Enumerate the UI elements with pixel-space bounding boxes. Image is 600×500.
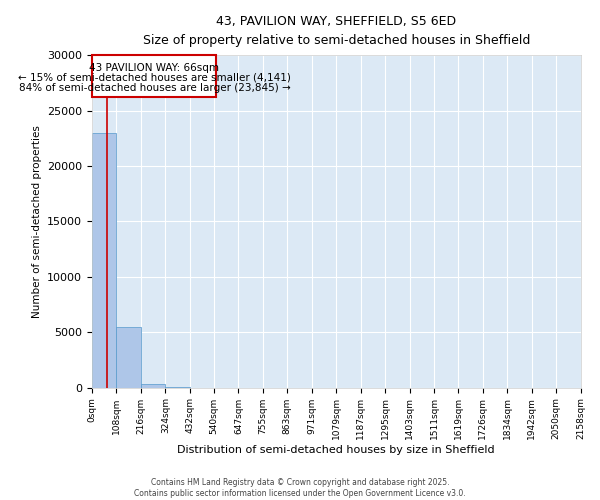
Text: 43 PAVILION WAY: 66sqm: 43 PAVILION WAY: 66sqm [89, 63, 220, 73]
Title: 43, PAVILION WAY, SHEFFIELD, S5 6ED
Size of property relative to semi-detached h: 43, PAVILION WAY, SHEFFIELD, S5 6ED Size… [143, 15, 530, 47]
X-axis label: Distribution of semi-detached houses by size in Sheffield: Distribution of semi-detached houses by … [178, 445, 495, 455]
Bar [116, 326, 141, 388]
Text: 84% of semi-detached houses are larger (23,845) →: 84% of semi-detached houses are larger (… [19, 83, 290, 93]
Y-axis label: Number of semi-detached properties: Number of semi-detached properties [32, 125, 41, 318]
Bar [92, 132, 116, 388]
Bar [141, 384, 166, 388]
Text: Contains HM Land Registry data © Crown copyright and database right 2025.
Contai: Contains HM Land Registry data © Crown c… [134, 478, 466, 498]
Bar [92, 55, 217, 97]
Text: ← 15% of semi-detached houses are smaller (4,141): ← 15% of semi-detached houses are smalle… [18, 73, 291, 83]
